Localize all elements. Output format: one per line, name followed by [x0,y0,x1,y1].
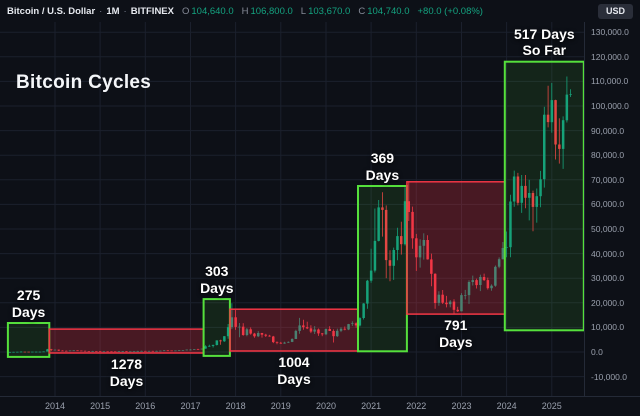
price-change: +80.0 (+0.08%) [417,5,483,17]
cycle-label-791-days: 791 Days [439,317,473,350]
high-value: 106,800.0 [250,5,293,17]
cycle-box-517-days[interactable] [503,60,584,332]
low-label: L [300,5,307,17]
chart-title: Bitcoin Cycles [16,72,152,93]
year-tick: 2023 [451,401,472,411]
price-tick: 30,000.0 [591,273,625,284]
price-tick: 80,000.0 [591,150,625,161]
close-value: 104,740.0 [367,5,410,17]
cycle-box-275-days[interactable] [6,322,51,358]
price-tick: -10,000.0 [591,371,627,382]
price-tick: 130,000.0 [591,27,629,38]
interval-label: 1M [106,5,120,17]
year-tick: 2020 [315,401,337,411]
cycle-label-1278-days: 1278 Days [109,356,144,389]
candlestick-plot[interactable] [0,0,584,416]
cycle-box-1278-days[interactable] [48,328,205,354]
ohlc-close: C 104,740.0 [358,6,409,17]
exchange-label: BITFINEX [130,5,174,17]
separator-dot: · [123,5,127,17]
cycle-label-1004-days: 1004 Days [277,354,311,387]
ohlc-open: O 104,640.0 [182,6,234,17]
cycle-box-303-days[interactable] [202,298,231,357]
year-tick: 2015 [90,401,111,411]
cycle-box-1004-days[interactable] [229,308,359,352]
currency-toggle-button[interactable]: USD [597,3,633,19]
cycle-label-517-days: 517 Days So Far [513,25,575,59]
price-tick: 50,000.0 [591,224,625,234]
symbol-name: Bitcoin / U.S. Dollar [7,5,96,17]
ohlc-low: L 103,670.0 [301,6,351,17]
ohlc-high: H 106,800.0 [242,6,293,17]
year-tick: 2017 [180,401,201,411]
cycle-label-303-days: 303 Days [200,263,234,296]
price-tick: 10,000.0 [591,322,625,333]
open-label: O [181,5,190,17]
time-axis[interactable]: 2014 2015 2016 2017 2018 2019 2020 2021 2022 2023… [0,396,640,416]
year-tick: 2019 [270,401,291,411]
cycle-label-369-days: 369 Days [365,150,400,183]
price-tick: 120,000.0 [591,51,629,62]
symbol-description[interactable]: Bitcoin / U.S. Dollar · 1M · BITFINEX [7,6,174,17]
cycle-label-275-days: 275 Days [11,287,46,320]
chart-canvas[interactable]: Bitcoin Cycles 275 Days 1278 Days 303 Days 100… [0,0,584,416]
year-tick: 2014 [44,401,66,411]
price-tick: 100,000.0 [591,101,629,111]
price-tick: 110,000.0 [591,76,629,87]
year-tick: 2018 [225,401,246,411]
price-axis[interactable]: 130,000.0 120,000.0 110,000.0 100,000.0 90,0… [584,22,640,396]
price-tick: 20,000.0 [591,297,625,308]
year-tick: 2022 [406,401,427,411]
high-label: H [241,5,249,17]
price-tick: 60,000.0 [591,199,625,210]
cycle-box-369-days[interactable] [357,185,408,353]
year-tick: 2016 [135,401,156,411]
year-tick: 2025 [541,401,562,411]
low-value: 103,670.0 [308,5,351,17]
cycle-box-791-days[interactable] [406,181,506,315]
open-value: 104,640.0 [191,5,234,17]
price-tick: 90,000.0 [591,125,625,136]
symbol-info-bar: Bitcoin / U.S. Dollar · 1M · BITFINEX O … [0,0,640,22]
year-tick: 2021 [361,401,382,411]
price-tick: 70,000.0 [591,174,625,185]
close-label: C [358,5,366,17]
separator-dot: · [99,5,103,17]
price-tick: 0.0 [591,347,603,357]
year-tick: 2024 [496,401,517,411]
price-tick: 40,000.0 [591,248,625,259]
